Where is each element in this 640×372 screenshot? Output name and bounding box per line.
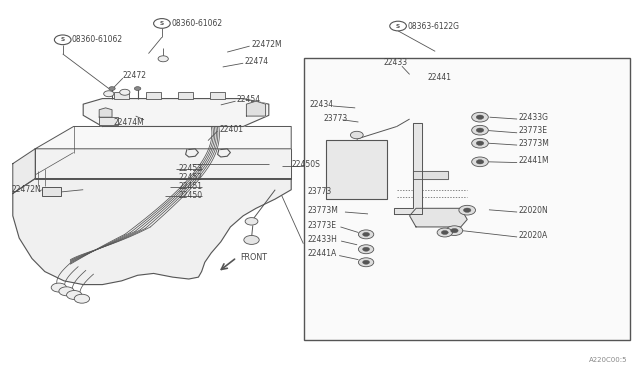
Text: 23773E: 23773E: [518, 126, 547, 135]
Text: 22472M: 22472M: [252, 40, 282, 49]
Text: 22453: 22453: [178, 164, 202, 173]
Circle shape: [363, 232, 369, 236]
Circle shape: [358, 230, 374, 239]
Polygon shape: [83, 99, 269, 126]
Circle shape: [472, 157, 488, 167]
Text: 22020N: 22020N: [518, 206, 548, 215]
Polygon shape: [99, 108, 112, 117]
Circle shape: [59, 287, 74, 296]
Polygon shape: [413, 171, 448, 179]
Circle shape: [363, 260, 369, 264]
Circle shape: [472, 125, 488, 135]
Text: 22020A: 22020A: [518, 231, 548, 240]
Circle shape: [451, 228, 458, 233]
Circle shape: [476, 160, 484, 164]
Circle shape: [476, 115, 484, 119]
Bar: [178, 92, 193, 99]
Polygon shape: [246, 101, 266, 116]
Circle shape: [134, 87, 141, 90]
Circle shape: [351, 131, 364, 139]
Text: S: S: [61, 37, 65, 42]
Circle shape: [437, 228, 452, 237]
Polygon shape: [35, 149, 291, 179]
Circle shape: [390, 21, 406, 31]
Text: 23773E: 23773E: [308, 221, 337, 230]
Text: 08363-6122G: 08363-6122G: [407, 22, 459, 31]
Bar: [326, 140, 387, 199]
Text: 08360-61062: 08360-61062: [72, 35, 123, 44]
Circle shape: [54, 35, 71, 45]
Circle shape: [358, 245, 374, 254]
Circle shape: [120, 89, 130, 95]
Bar: [99, 117, 118, 125]
Circle shape: [158, 56, 168, 62]
Polygon shape: [410, 208, 467, 227]
Text: 22451: 22451: [178, 182, 202, 191]
Text: 22433G: 22433G: [518, 113, 548, 122]
Circle shape: [363, 247, 369, 251]
Text: 23773: 23773: [323, 114, 348, 123]
Bar: [114, 92, 129, 99]
Text: 22474: 22474: [244, 57, 269, 66]
Bar: [42, 187, 61, 196]
Circle shape: [244, 235, 259, 244]
Circle shape: [446, 226, 463, 235]
Circle shape: [442, 231, 448, 234]
Polygon shape: [394, 123, 422, 214]
Text: 22401: 22401: [220, 125, 244, 134]
Text: S: S: [160, 21, 164, 26]
Text: 22472: 22472: [123, 71, 147, 80]
Polygon shape: [13, 149, 35, 193]
Text: 22433: 22433: [384, 58, 408, 67]
Text: 22472N: 22472N: [12, 185, 41, 194]
Bar: [304, 58, 630, 340]
Circle shape: [67, 291, 82, 299]
Circle shape: [476, 141, 484, 145]
Bar: [146, 92, 161, 99]
Text: 22434: 22434: [309, 100, 333, 109]
Circle shape: [459, 205, 476, 215]
Text: 22454: 22454: [237, 95, 261, 104]
Circle shape: [154, 19, 170, 28]
Text: 22441M: 22441M: [518, 156, 549, 165]
Bar: [210, 92, 225, 99]
Circle shape: [51, 283, 67, 292]
Text: 22474M: 22474M: [114, 118, 145, 126]
Text: 23773M: 23773M: [518, 139, 549, 148]
Circle shape: [463, 208, 471, 212]
Text: 22441: 22441: [428, 73, 452, 81]
Polygon shape: [35, 126, 291, 149]
Circle shape: [358, 258, 374, 267]
Text: 23773M: 23773M: [308, 206, 339, 215]
Text: 22450: 22450: [178, 191, 202, 200]
Circle shape: [109, 87, 115, 90]
Circle shape: [104, 91, 114, 97]
Text: 23773: 23773: [308, 187, 332, 196]
Text: 22452: 22452: [178, 173, 202, 182]
Text: A220C00:5: A220C00:5: [589, 357, 627, 363]
Circle shape: [476, 128, 484, 132]
Circle shape: [472, 138, 488, 148]
Text: 08360-61062: 08360-61062: [172, 19, 223, 28]
Text: FRONT: FRONT: [240, 253, 267, 262]
Text: S: S: [396, 23, 400, 29]
Circle shape: [472, 112, 488, 122]
Text: 22450S: 22450S: [291, 160, 320, 169]
Circle shape: [74, 294, 90, 303]
Text: 22433H: 22433H: [308, 235, 338, 244]
Text: 22441A: 22441A: [308, 249, 337, 258]
Circle shape: [245, 218, 258, 225]
Polygon shape: [13, 179, 291, 285]
